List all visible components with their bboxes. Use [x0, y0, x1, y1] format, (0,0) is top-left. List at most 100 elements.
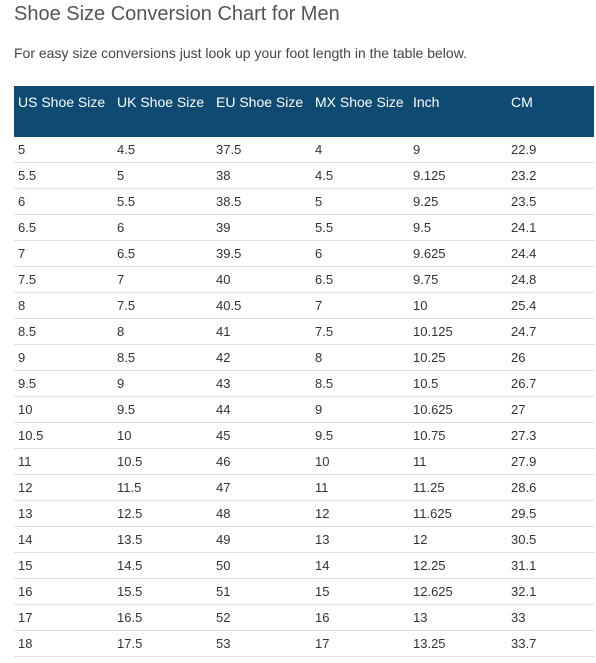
table-header: US Shoe Size UK Shoe Size EU Shoe Size M… — [14, 86, 594, 137]
cell-cm: 23.2 — [507, 162, 594, 189]
cell-uk: 4.5 — [113, 137, 212, 163]
cell-inch: 11 — [409, 448, 507, 475]
cell-us: 6 — [14, 188, 113, 215]
cell-us: 16 — [14, 578, 113, 605]
cell-eu: 39.5 — [212, 240, 311, 267]
cell-mx: 5.5 — [311, 214, 409, 241]
cell-uk: 10 — [113, 422, 212, 449]
cell-inch: 10.125 — [409, 318, 507, 345]
cell-eu: 48 — [212, 500, 311, 527]
cell-us: 11 — [14, 448, 113, 475]
cell-cm: 26 — [507, 344, 594, 371]
cell-inch: 12.625 — [409, 578, 507, 605]
cell-cm: 33 — [507, 604, 594, 631]
cell-eu: 49 — [212, 526, 311, 553]
cell-eu: 50 — [212, 552, 311, 579]
cell-eu: 53 — [212, 630, 311, 657]
cell-uk: 6.5 — [113, 240, 212, 267]
cell-us: 15 — [14, 552, 113, 579]
table-row: 18 17.5 53 17 13.25 33.7 — [14, 630, 594, 657]
cell-eu: 42 — [212, 344, 311, 371]
cell-cm: 32.1 — [507, 578, 594, 605]
cell-uk: 8 — [113, 318, 212, 345]
cell-inch: 9.25 — [409, 188, 507, 215]
cell-uk: 15.5 — [113, 578, 212, 605]
table-row: 6 5.5 38.5 5 9.25 23.5 — [14, 188, 594, 215]
cell-mx: 10 — [311, 448, 409, 475]
cell-mx: 6 — [311, 240, 409, 267]
table-row: 13 12.5 48 12 11.625 29.5 — [14, 500, 594, 527]
cell-cm: 28.6 — [507, 474, 594, 501]
cell-inch: 9.125 — [409, 162, 507, 189]
cell-inch: 12 — [409, 526, 507, 553]
cell-us: 12 — [14, 474, 113, 501]
header-cm: CM — [507, 86, 594, 137]
cell-mx: 14 — [311, 552, 409, 579]
cell-uk: 11.5 — [113, 474, 212, 501]
cell-cm: 27.9 — [507, 448, 594, 475]
cell-mx: 13 — [311, 526, 409, 553]
cell-us: 7.5 — [14, 266, 113, 293]
cell-eu: 39 — [212, 214, 311, 241]
table-row: 9 8.5 42 8 10.25 26 — [14, 344, 594, 371]
cell-uk: 17.5 — [113, 630, 212, 657]
cell-cm: 24.7 — [507, 318, 594, 345]
cell-us: 9 — [14, 344, 113, 371]
table-row: 11 10.5 46 10 11 27.9 — [14, 448, 594, 475]
cell-mx: 9 — [311, 396, 409, 423]
header-eu-shoe-size: EU Shoe Size — [212, 86, 311, 137]
cell-cm: 24.1 — [507, 214, 594, 241]
table-row: 5.5 5 38 4.5 9.125 23.2 — [14, 162, 594, 189]
cell-mx: 16 — [311, 604, 409, 631]
cell-uk: 8.5 — [113, 344, 212, 371]
cell-inch: 13 — [409, 604, 507, 631]
cell-uk: 5 — [113, 162, 212, 189]
cell-eu: 47 — [212, 474, 311, 501]
page-title: Shoe Size Conversion Chart for Men — [14, 3, 340, 25]
cell-uk: 7 — [113, 266, 212, 293]
table-row: 7 6.5 39.5 6 9.625 24.4 — [14, 240, 594, 267]
cell-inch: 10.5 — [409, 370, 507, 397]
cell-us: 8 — [14, 292, 113, 319]
cell-uk: 9 — [113, 370, 212, 397]
cell-uk: 12.5 — [113, 500, 212, 527]
cell-eu: 45 — [212, 422, 311, 449]
table-row: 6.5 6 39 5.5 9.5 24.1 — [14, 214, 594, 241]
cell-us: 7 — [14, 240, 113, 267]
cell-us: 5.5 — [14, 162, 113, 189]
cell-eu: 37.5 — [212, 137, 311, 163]
header-uk-shoe-size: UK Shoe Size — [113, 86, 212, 137]
cell-cm: 24.8 — [507, 266, 594, 293]
header-inch: Inch — [409, 86, 507, 137]
cell-uk: 9.5 — [113, 396, 212, 423]
cell-mx: 17 — [311, 630, 409, 657]
cell-mx: 6.5 — [311, 266, 409, 293]
cell-inch: 9.75 — [409, 266, 507, 293]
table-row: 8.5 8 41 7.5 10.125 24.7 — [14, 318, 594, 345]
header-us-shoe-size: US Shoe Size — [14, 86, 113, 137]
cell-eu: 40.5 — [212, 292, 311, 319]
cell-cm: 23.5 — [507, 188, 594, 215]
cell-eu: 43 — [212, 370, 311, 397]
cell-mx: 12 — [311, 500, 409, 527]
cell-eu: 41 — [212, 318, 311, 345]
cell-uk: 10.5 — [113, 448, 212, 475]
cell-uk: 14.5 — [113, 552, 212, 579]
table-row: 7.5 7 40 6.5 9.75 24.8 — [14, 266, 594, 293]
cell-eu: 44 — [212, 396, 311, 423]
table-row: 8 7.5 40.5 7 10 25.4 — [14, 292, 594, 319]
header-row: US Shoe Size UK Shoe Size EU Shoe Size M… — [14, 86, 594, 137]
cell-cm: 27.3 — [507, 422, 594, 449]
cell-inch: 13.25 — [409, 630, 507, 657]
cell-eu: 51 — [212, 578, 311, 605]
cell-us: 8.5 — [14, 318, 113, 345]
cell-inch: 10.625 — [409, 396, 507, 423]
cell-us: 9.5 — [14, 370, 113, 397]
table-row: 10.5 10 45 9.5 10.75 27.3 — [14, 422, 594, 449]
table-row: 5 4.5 37.5 4 9 22.9 — [14, 137, 594, 163]
cell-eu: 38 — [212, 162, 311, 189]
cell-inch: 10.25 — [409, 344, 507, 371]
cell-mx: 8 — [311, 344, 409, 371]
cell-mx: 7.5 — [311, 318, 409, 345]
cell-uk: 5.5 — [113, 188, 212, 215]
